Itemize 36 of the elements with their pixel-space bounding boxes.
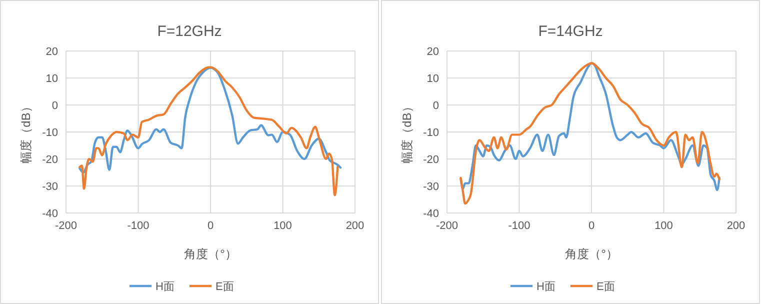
y-tick-label: 20 (46, 46, 58, 58)
y-tick-label: 20 (426, 46, 439, 58)
y-axis-title: 幅度（dB） (19, 100, 33, 164)
y-tick-label: -10 (423, 126, 439, 139)
y-tick-label: -20 (42, 154, 58, 166)
x-tick-label: 200 (726, 220, 746, 232)
legend-label: H面 (156, 280, 174, 293)
x-tick-label: -100 (508, 220, 530, 232)
y-tick-label: -30 (42, 180, 58, 193)
y-tick-label: -10 (42, 126, 58, 139)
x-tick-label: -100 (127, 220, 150, 232)
x-tick-label: 0 (207, 220, 214, 232)
y-tick-label: -20 (423, 154, 439, 166)
y-tick-label: -40 (423, 208, 439, 220)
legend-label: H面 (536, 280, 556, 293)
y-axis-title: 幅度（dB） (400, 100, 414, 164)
x-axis-title: 角度（°） (184, 247, 237, 261)
chart-title: F=12GHz (157, 23, 222, 40)
y-tick-label: 0 (432, 100, 439, 112)
x-tick-label: 200 (346, 220, 364, 232)
x-tick-label: 100 (274, 220, 292, 232)
x-tick-label: 0 (588, 220, 595, 232)
x-tick-label: -200 (54, 220, 78, 232)
y-tick-label: -40 (42, 208, 58, 220)
legend-label: E面 (596, 280, 615, 293)
legend-label: E面 (216, 280, 234, 293)
x-tick-label: -200 (436, 220, 458, 232)
line-series (78, 66, 339, 196)
y-tick-label: 0 (52, 100, 58, 112)
y-tick-label: 10 (46, 72, 58, 85)
x-tick-label: 100 (654, 220, 673, 232)
line-series (78, 66, 342, 174)
x-axis-title: 角度（°） (565, 247, 618, 261)
y-tick-label: 10 (426, 72, 439, 85)
chart-title: F=14GHz (538, 23, 603, 40)
y-tick-label: -30 (423, 180, 439, 193)
